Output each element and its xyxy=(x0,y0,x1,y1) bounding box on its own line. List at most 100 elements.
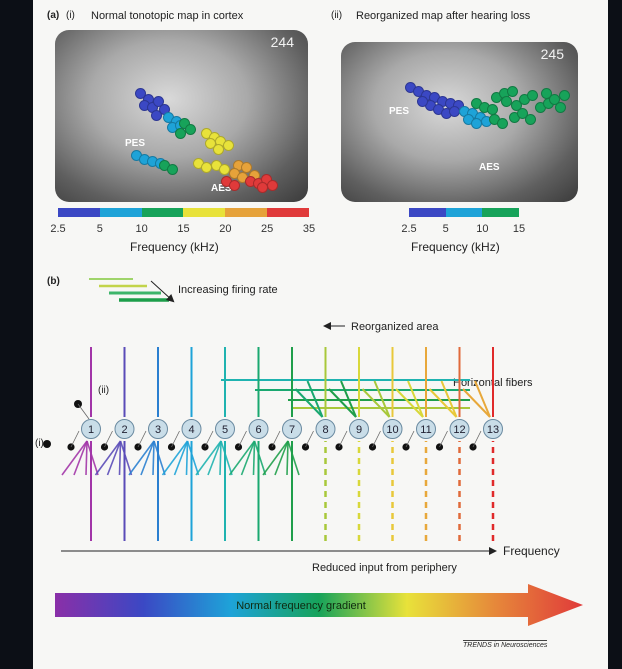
reorganized-area-label: Reorganized area xyxy=(351,321,439,333)
scale-normal-tick-label: 25 xyxy=(261,223,274,235)
neuron-12 xyxy=(449,419,470,439)
frame-id-right: 245 xyxy=(540,46,564,62)
scale-normal-tick-label: 15 xyxy=(177,223,190,235)
cortex-micrograph-normal: 244 PES AES xyxy=(55,30,308,202)
horizontal-branch xyxy=(294,388,324,418)
converging-input-arrow xyxy=(85,440,88,476)
converging-input-arrow xyxy=(118,440,122,476)
interneuron-link xyxy=(372,430,381,448)
neuron-7 xyxy=(282,419,302,439)
interneuron-link xyxy=(472,430,482,448)
neuron-label: 13 xyxy=(487,424,499,436)
converging-input-arrow xyxy=(228,440,256,476)
neuron-9 xyxy=(349,419,369,439)
scale-normal-tick-label: 35 xyxy=(302,223,316,235)
panel-a-i-title: Normal tonotopic map in cortex xyxy=(91,10,244,22)
marker-i-label: (i) xyxy=(35,438,44,449)
scale-reorganized-tick-label: 15 xyxy=(512,223,526,235)
firing-rate-label: Increasing firing rate xyxy=(178,284,278,296)
interneuron-link xyxy=(405,430,415,448)
panel-a-i-tag: (i) xyxy=(66,10,75,21)
converging-input-arrow xyxy=(287,440,300,476)
scale-normal-segment xyxy=(225,208,268,217)
scale-normal-segment xyxy=(58,208,100,217)
panel-a-ii-tag: (ii) xyxy=(331,10,343,21)
horizontal-branch xyxy=(395,388,424,418)
converging-input-arrow xyxy=(61,440,88,476)
neuron-13 xyxy=(483,419,503,439)
converging-input-arrow xyxy=(186,440,200,476)
converging-input-arrow xyxy=(253,440,267,476)
converging-input-arrow xyxy=(219,440,222,476)
interneuron-link xyxy=(70,430,80,448)
converging-input-arrow xyxy=(161,440,189,476)
recording-site-dot xyxy=(507,86,518,97)
frequency-ticks-normal: 2.5 5 10 15 20 25 35 xyxy=(50,223,315,237)
neuron-11 xyxy=(416,419,436,439)
marker-ii-label: (ii) xyxy=(98,385,109,396)
cortex-micrograph-reorganized: 245 PES AES xyxy=(341,42,578,202)
recording-site-dot xyxy=(511,100,522,111)
recording-site-dot xyxy=(179,118,190,129)
region-label-pes-left: PES xyxy=(125,138,146,149)
neuron-label: 11 xyxy=(420,424,431,436)
converging-input-arrow xyxy=(73,440,88,476)
neuron-6 xyxy=(248,419,269,439)
recording-site-dot xyxy=(541,88,552,99)
converging-input-arrow xyxy=(262,440,289,476)
scale-normal-tick-label: 5 xyxy=(96,223,103,235)
horizontal-branch xyxy=(407,380,424,418)
neuron-label: 3 xyxy=(155,424,161,436)
scale-normal-segment xyxy=(267,208,309,217)
scale-reorganized-segment xyxy=(409,208,446,217)
interneuron-link xyxy=(238,430,247,448)
neuron-array: 1 2 3 4 5 6 7 8 9 10 11 12 13 xyxy=(43,347,503,541)
neuron-label: 9 xyxy=(356,424,362,436)
neuron-label: 12 xyxy=(453,424,465,436)
horizontal-branch xyxy=(328,388,357,418)
horizontal-branch xyxy=(462,388,491,418)
region-label-pes-right: PES xyxy=(389,106,410,117)
neuron-label: 1 xyxy=(88,424,94,436)
reorganization-schematic: Increasing firing rate Reorganized area … xyxy=(35,278,560,574)
horizontal-branch xyxy=(440,380,458,418)
converging-input-arrow xyxy=(274,440,289,476)
scale-normal-tick-label: 20 xyxy=(219,223,232,235)
panel-a-label: (a) xyxy=(47,10,60,21)
recording-site-dot xyxy=(167,164,178,175)
interneuron-link xyxy=(137,430,147,448)
neuron-label: 2 xyxy=(121,424,127,436)
scale-normal-segment xyxy=(99,208,142,217)
frequency-color-scale-normal xyxy=(58,208,309,217)
neuron-2 xyxy=(114,419,135,439)
neuron-label: 10 xyxy=(386,424,398,436)
scale-reorganized-tick-label: 10 xyxy=(476,223,489,235)
frequency-ticks-reorganized: 2.5 5 10 15 xyxy=(401,223,525,237)
converging-input-arrow xyxy=(220,440,233,476)
scale-reorganized-tick-label: 5 xyxy=(442,223,449,235)
interneuron-link xyxy=(439,430,448,448)
neuron-label: 4 xyxy=(188,424,194,436)
neuron-8 xyxy=(315,419,336,439)
journal-credit: TRENDS in Neurosciences xyxy=(463,640,548,649)
neuron-1 xyxy=(81,419,101,439)
figure-panel: (a) (i) Normal tonotopic map in cortex (… xyxy=(33,0,608,669)
recording-site-dot xyxy=(223,140,234,151)
converging-input-arrow xyxy=(86,440,99,476)
recording-site-dot xyxy=(151,110,162,121)
recording-site-dot xyxy=(175,128,186,139)
interneuron-link xyxy=(305,430,314,448)
recording-site-dot xyxy=(185,124,196,135)
region-label-aes-right: AES xyxy=(479,162,500,173)
neuron-3 xyxy=(148,419,168,439)
frame-id-left: 244 xyxy=(270,34,294,50)
converging-input-arrow xyxy=(119,440,133,476)
recording-site-dot xyxy=(555,102,566,113)
recording-site-dot xyxy=(153,96,164,107)
reduced-input-label: Reduced input from periphery xyxy=(312,562,457,574)
recording-site-dot xyxy=(527,90,538,101)
panel-b-label: (b) xyxy=(47,276,60,287)
horizontal-branch xyxy=(428,388,458,418)
neuron-5 xyxy=(215,419,235,439)
recording-site-dot xyxy=(229,180,240,191)
